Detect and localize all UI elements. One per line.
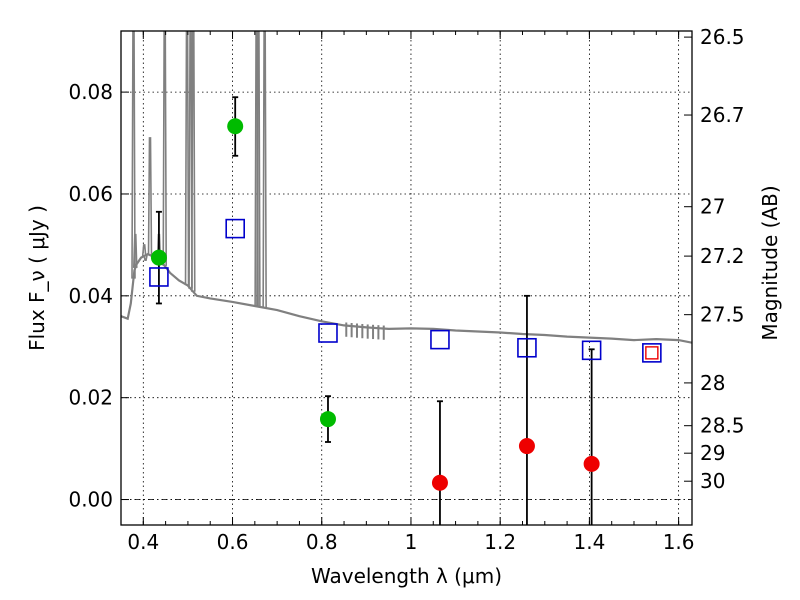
y-tick-label: 0.06 [68,182,113,206]
sed-emission-line [131,31,136,279]
model-photometry-square [225,218,245,239]
red-data-point [583,455,600,472]
y2-axis-label: Magnitude (AB) [758,185,782,340]
sed-emission-line [190,31,196,292]
green-data-point [319,411,336,428]
grid [121,31,692,525]
sed-emission-line [184,31,190,286]
mag-tick-label: 26.7 [700,103,745,127]
plot-frame [120,30,693,526]
sed-emission-line [141,244,147,257]
error-bars [155,96,595,525]
y-tick-label: 0.08 [68,80,113,104]
mag-tick-label: 27.5 [700,303,745,327]
mag-tick-label: 29 [700,441,725,465]
x-axis-label: Wavelength λ (μm) [311,564,502,588]
red-data-point [518,438,535,455]
sed-emission-line [262,31,267,308]
y-tick-label: 0.04 [68,284,113,308]
green-data-point [150,249,167,266]
model-photometry-square [318,323,338,343]
mag-tick-label: 27.2 [700,244,745,268]
sed-emission-line [132,233,138,268]
mag-tick-label: 28.5 [700,414,745,438]
ticks: 0.4 0.6 0.8 1 1.2 1.4 1.6 0.00 0.02 0.04 0.06 0.08 2… [68,25,744,554]
model-photometry-square [581,340,602,361]
red-data-point [431,474,448,491]
model-photometry-square [642,343,662,363]
model-photometry-square-red [645,346,659,360]
sed-emission-line [162,31,168,266]
mag-tick-label: 27 [700,195,725,219]
model-photometry-square [517,337,537,358]
x-tick-label: 1.4 [573,530,605,554]
green-data-point [227,118,244,135]
sed-emission-line [143,255,148,261]
mag-tick-label: 30 [700,469,725,493]
mag-tick-label: 26.5 [700,25,745,49]
model-photometry-square [430,329,450,350]
y-tick-label: 0.00 [68,488,113,512]
x-tick-label: 1.6 [663,530,695,554]
sed-emission-line [147,137,153,256]
y-tick-label: 0.02 [68,386,113,410]
model-photometry-square [149,267,169,287]
x-tick-label: 0.8 [306,530,338,554]
y-axis-label: Flux F_ν ( μJy ) [25,205,49,351]
x-tick-label: 1 [405,530,418,554]
data-markers [149,118,662,491]
template-sed [121,31,692,344]
mag-tick-label: 28 [700,371,725,395]
sed-continuum [121,252,692,344]
sed-emission-line [256,31,261,307]
x-tick-label: 0.6 [217,530,249,554]
x-tick-label: 1.2 [484,530,516,554]
x-tick-label: 0.4 [127,530,159,554]
